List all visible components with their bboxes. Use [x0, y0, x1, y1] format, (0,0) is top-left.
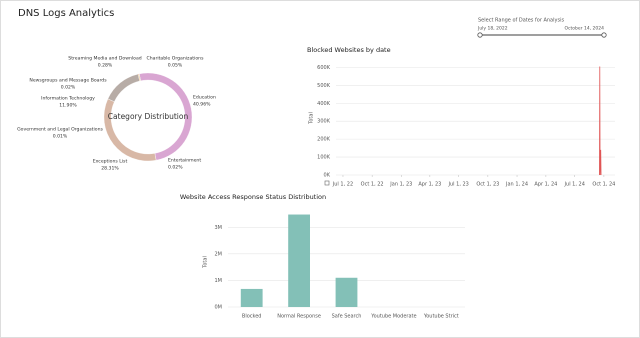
x-tick-label: Jul 1, 24: [564, 182, 585, 188]
bar: [288, 214, 311, 307]
y-axis-label: Total: [203, 256, 209, 269]
bar: [335, 277, 358, 307]
x-tick-label: Youtube Strict: [423, 314, 459, 320]
donut-slice: [138, 73, 141, 81]
slice-label: Exceptions List: [93, 159, 128, 165]
slice-value: 0.05%: [168, 63, 183, 69]
x-tick-label: Safe Search: [332, 314, 362, 320]
chart-title: Blocked Websites by date: [307, 46, 391, 54]
y-tick-label: 1M: [215, 278, 223, 284]
slice-value: 0.28%: [98, 63, 113, 69]
x-tick-label: Oct 1, 24: [592, 182, 615, 188]
x-tick-label: Jul 1, 23: [448, 182, 469, 188]
slice-value: 11.90%: [59, 103, 77, 109]
x-tick-label: Apr 1, 23: [418, 182, 441, 188]
y-tick-label: 2M: [215, 251, 223, 257]
slice-value: 40.96%: [193, 102, 211, 108]
x-tick-label: Blocked: [242, 314, 262, 320]
line: [599, 66, 602, 176]
filter-label: Select Range of Dates for Analysis: [478, 18, 564, 24]
x-tick-label: Jul 1, 22: [332, 182, 353, 188]
slider-handle[interactable]: [477, 32, 483, 38]
page-title: DNS Logs Analytics: [18, 8, 114, 19]
x-tick-label: Jan 1, 24: [505, 182, 528, 188]
x-tick-label: Oct 1, 23: [476, 182, 499, 188]
x-tick-label: Oct 1, 22: [361, 182, 384, 188]
slice-value: 0.02%: [61, 85, 76, 91]
slice-label: Newsgroups and Message Boards: [29, 78, 107, 84]
y-tick-label: 200K: [317, 137, 331, 143]
slice-label: Government and Legal Organizations: [17, 127, 103, 133]
center-label: Category Distribution: [108, 112, 189, 121]
y-tick-label: 600K: [317, 65, 331, 71]
filter-end: October 14, 2024: [565, 26, 605, 32]
x-tick-label: Youtube Moderate: [370, 314, 416, 320]
x-tick-label: Jan 1, 23: [389, 182, 412, 188]
y-tick-label: 500K: [317, 83, 331, 89]
slice-value: 0.02%: [168, 165, 183, 171]
y-tick-label: 100K: [317, 155, 331, 161]
slice-label: Charitable Organizations: [147, 56, 205, 62]
y-tick-label: 3M: [215, 225, 223, 231]
y-tick-label: 400K: [317, 101, 331, 107]
x-tick-label: Apr 1, 24: [534, 182, 557, 188]
slice-label: Education: [193, 95, 216, 101]
slice-label: Entertainment: [168, 158, 201, 164]
slider-handle[interactable]: [601, 32, 607, 38]
slice-label: Streaming Media and Download: [68, 56, 141, 62]
slice-value: 0.01%: [53, 134, 68, 140]
chart-title: Website Access Response Status Distribut…: [180, 193, 326, 201]
y-tick-label: 300K: [317, 119, 331, 125]
filter-start: July 18, 2022: [477, 26, 508, 32]
y-axis-label: Total: [309, 112, 315, 125]
bar: [240, 288, 263, 307]
x-tick-label: Normal Response: [277, 314, 321, 320]
slice-label: Information Technology: [41, 96, 95, 102]
slice-value: 28.31%: [101, 166, 119, 172]
y-tick-label: 0K: [324, 173, 331, 179]
y-tick-label: 0M: [215, 305, 223, 311]
reset-icon[interactable]: [324, 180, 330, 186]
